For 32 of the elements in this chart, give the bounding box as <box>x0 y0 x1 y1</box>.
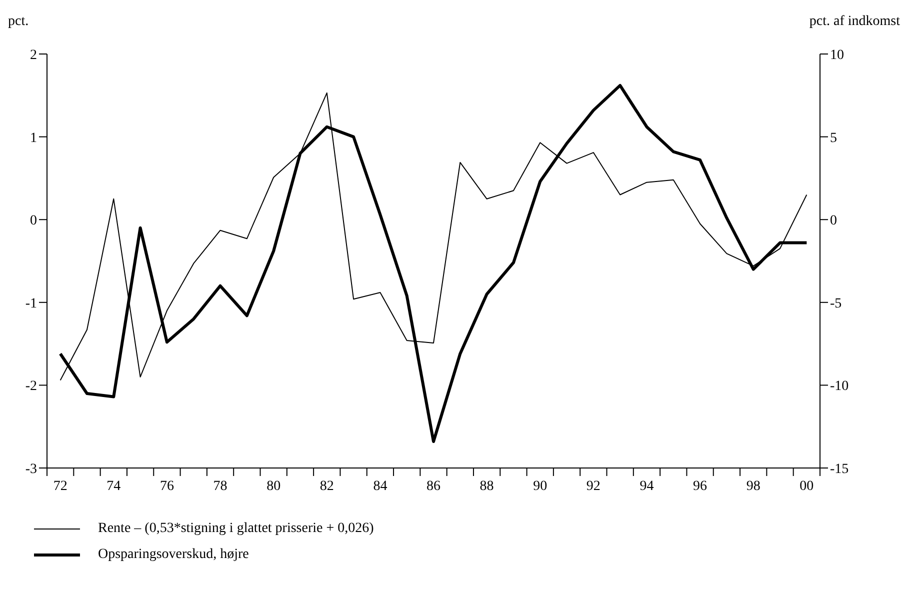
y2-tick-label: -5 <box>830 296 842 312</box>
y-tick-label: 2 <box>30 48 37 63</box>
y2-tick-label: -10 <box>830 379 849 394</box>
x-tick-label: 94 <box>640 479 654 494</box>
y2-tick-label: -15 <box>830 462 849 477</box>
x-tick-label: 74 <box>106 479 121 494</box>
x-tick-label: 98 <box>746 479 760 494</box>
y2-tick-label: 5 <box>830 130 837 146</box>
x-tick-label: 80 <box>266 479 281 494</box>
y-tick-label: -1 <box>25 296 37 312</box>
y2-tick-label: 0 <box>830 214 837 229</box>
x-tick-label: 90 <box>533 479 548 494</box>
y-tick-label: 1 <box>30 130 37 146</box>
x-tick-label: 00 <box>800 479 814 494</box>
y-tick-label: 0 <box>30 214 37 229</box>
x-tick-label: 72 <box>53 479 68 494</box>
y-axis-title: pct. <box>8 14 29 30</box>
line-series <box>58 84 808 444</box>
legend-label: Opsparingsoverskud, højre <box>98 547 249 563</box>
x-tick-label: 78 <box>213 479 228 494</box>
x-tick-label: 84 <box>373 479 388 494</box>
y2-tick-label: 10 <box>830 48 844 63</box>
y-tick-label: -3 <box>25 462 37 477</box>
y-tick-label: -2 <box>25 379 37 394</box>
x-tick-label: 82 <box>320 479 334 494</box>
x-tick-label: 88 <box>480 479 494 494</box>
legend-label: Rente – (0,53*stigning i glattet prisserie + 0,026) <box>98 521 374 537</box>
x-tick-label: 96 <box>693 479 708 494</box>
x-tick-label: 76 <box>160 479 174 494</box>
x-tick-label: 86 <box>426 479 440 494</box>
x-tick-label: 92 <box>586 479 600 494</box>
y2-axis-title: pct. af indkomst <box>809 14 900 30</box>
